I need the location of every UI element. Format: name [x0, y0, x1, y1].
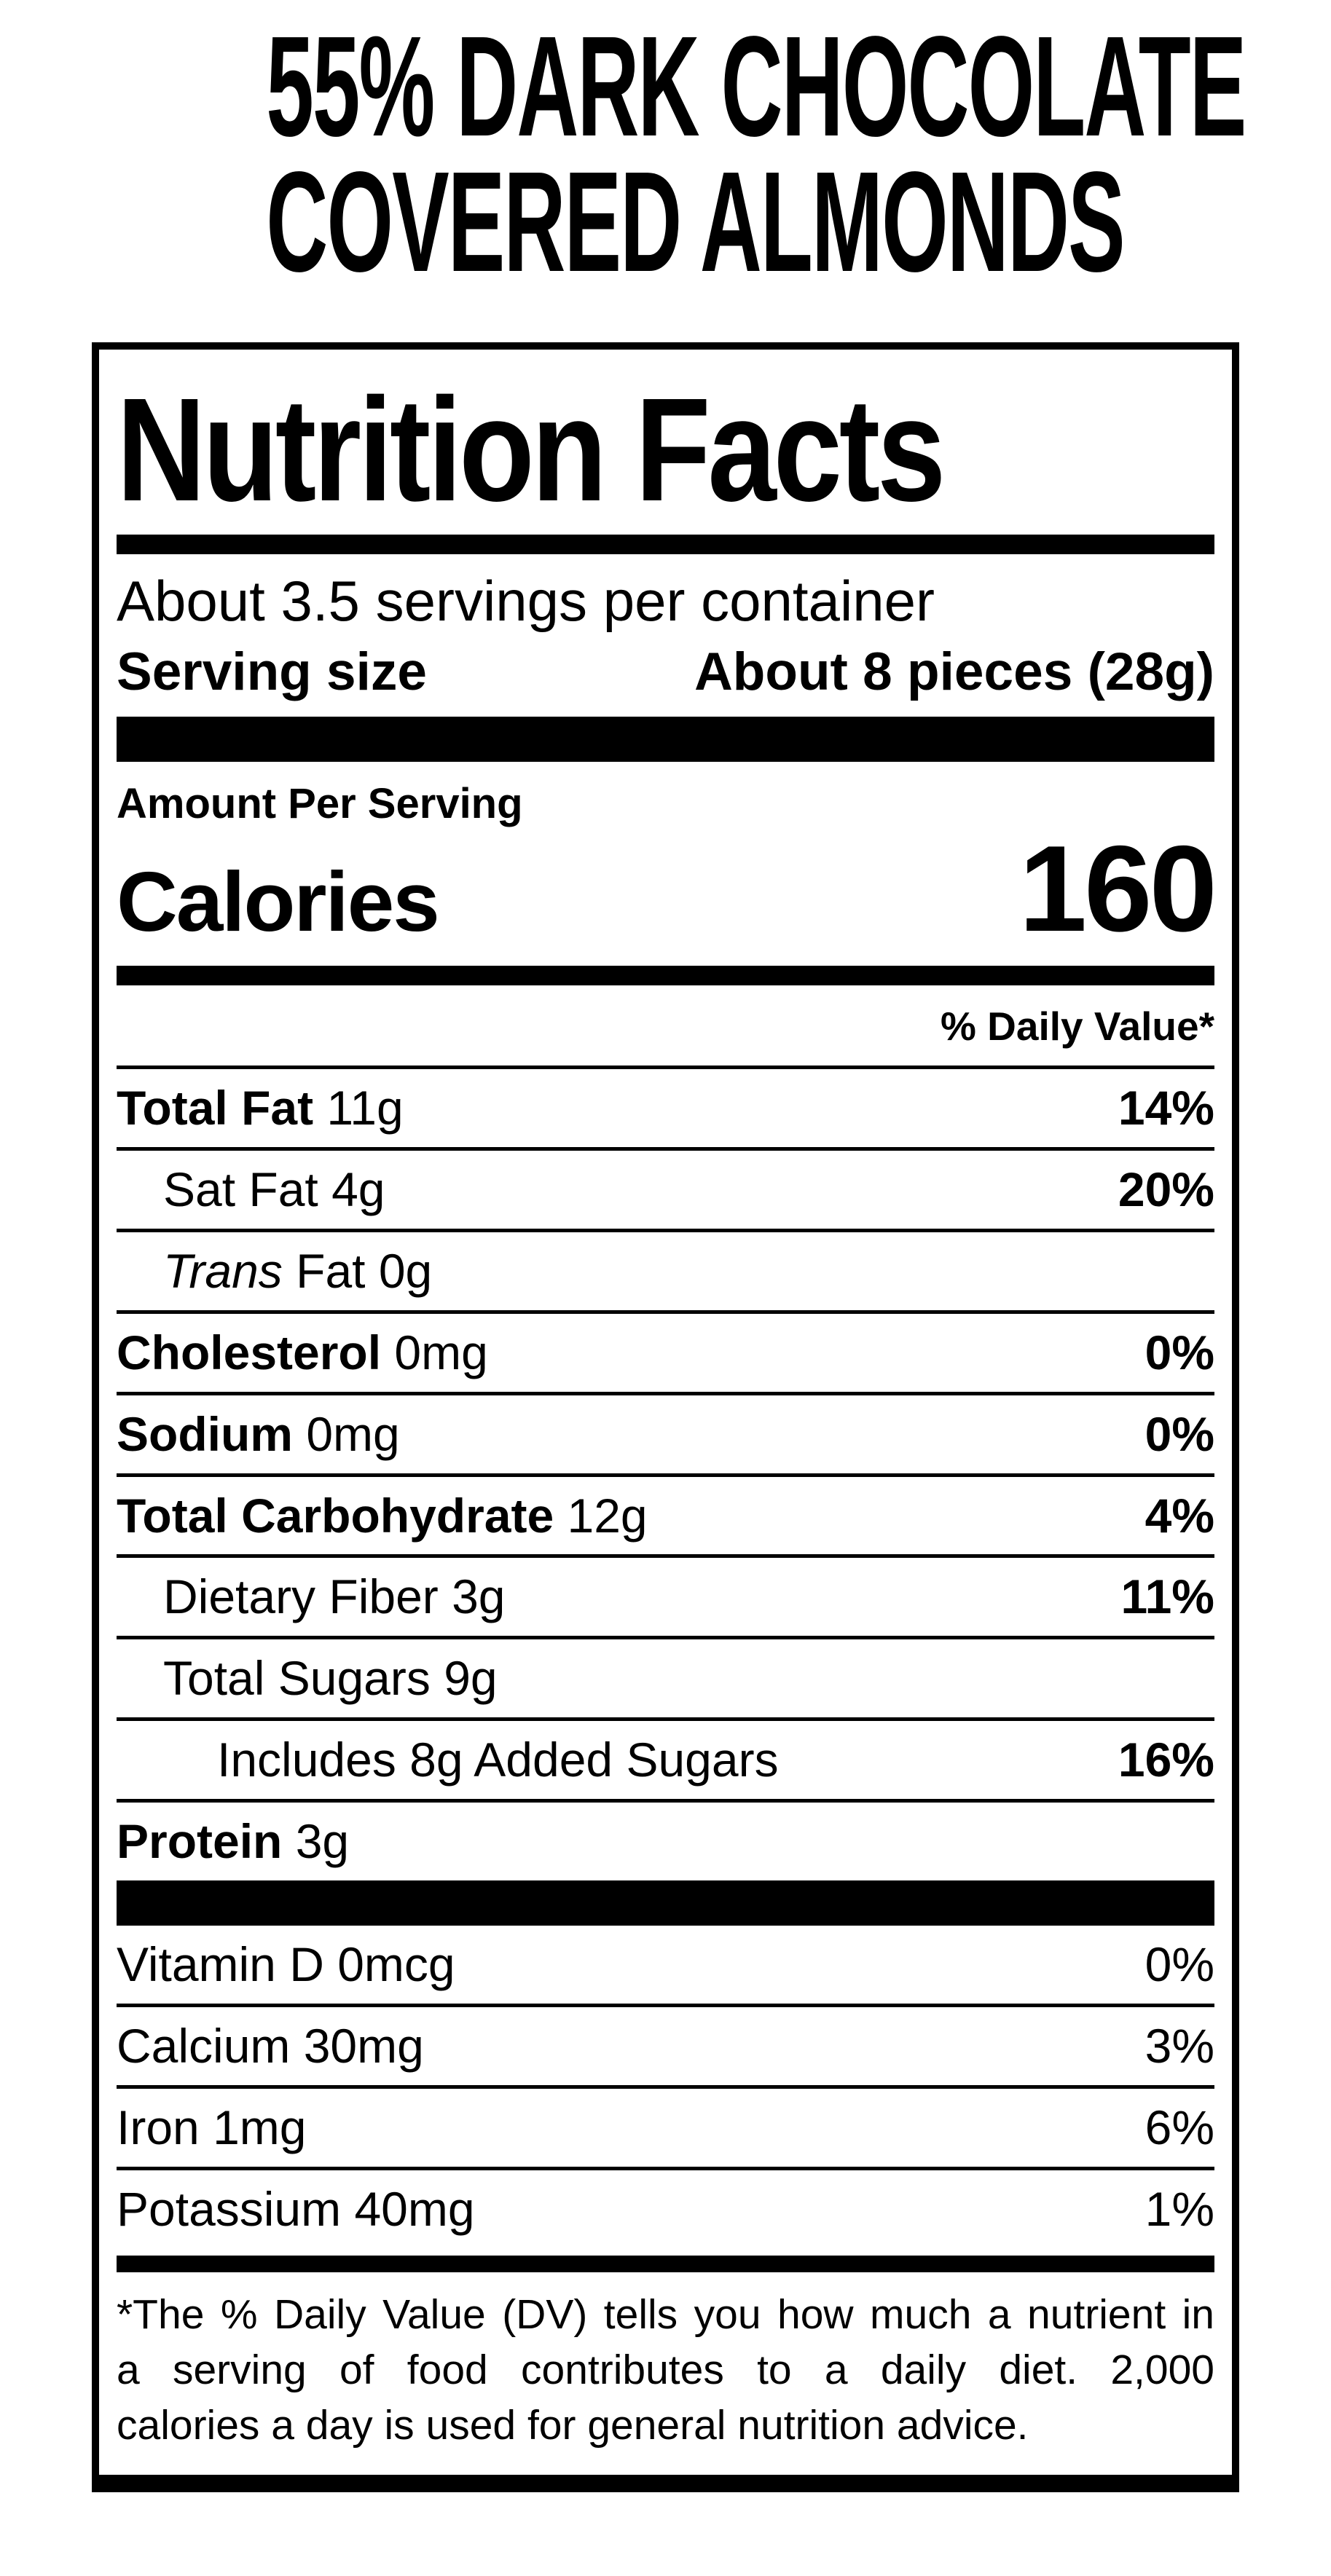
nutrition-facts-panel: Nutrition Facts About 3.5 servings per c…	[92, 342, 1239, 2492]
calories-label: Calories	[117, 854, 440, 950]
servings-per-container: About 3.5 servings per container	[117, 569, 935, 633]
nutrient-amount: 12g	[554, 1488, 648, 1543]
nutrient-name: Sodium 0mg	[117, 1406, 400, 1462]
nutrient-amount: 11g	[313, 1081, 404, 1135]
vitamin-name: Potassium 40mg	[117, 2181, 475, 2236]
serving-size-value: About 8 pieces (28g)	[694, 642, 1214, 702]
nutrient-dv: 0%	[1144, 1406, 1214, 1461]
calories-row: Calories 160	[117, 820, 1217, 960]
vitamin-dv: 6%	[1144, 2100, 1214, 2154]
serving-size-label: Serving size	[117, 642, 428, 702]
nutrition-facts-heading-text: Nutrition Facts	[117, 367, 946, 532]
serving-size-row: Serving size About 8 pieces (28g)	[117, 633, 1214, 717]
nutrient-amount: 3g	[282, 1814, 350, 1869]
nutrient-row-trans-fat: Trans Fat 0g	[117, 1232, 1214, 1314]
nutrient-amount: 0mg	[293, 1406, 400, 1461]
nutrient-name-bold: Total Carbohydrate	[117, 1488, 554, 1543]
nutrient-amount: Fat 0g	[282, 1243, 433, 1298]
nutrient-name: Total Fat 11g	[117, 1081, 404, 1135]
thick-divider-bar-top	[117, 717, 1214, 763]
nutrient-name: Total Carbohydrate 12g	[117, 1489, 648, 1543]
footer-divider-bar	[117, 2255, 1214, 2272]
medium-divider-bar	[117, 966, 1214, 986]
nutrient-row-sat-fat: Sat Fat 4g 20%	[117, 1151, 1214, 1232]
vitamin-dv: 3%	[1144, 2019, 1214, 2073]
nutrient-dv: 0%	[1144, 1325, 1214, 1379]
vitamin-row-iron: Iron 1mg 6%	[117, 2089, 1214, 2170]
nutrient-dv: 4%	[1144, 1488, 1214, 1543]
footnote-line-1: *The % Daily Value (DV) tells you how mu…	[117, 2291, 1214, 2338]
vitamin-name: Iron 1mg	[117, 2100, 307, 2154]
vitamin-name: Calcium 30mg	[117, 2019, 424, 2073]
daily-value-footnote: *The % Daily Value (DV) tells you how mu…	[117, 2272, 1214, 2453]
footnote-line-3: calories a day is used for general nutri…	[117, 2401, 1029, 2449]
nutrient-name-bold: Sodium	[117, 1406, 293, 1461]
heading-divider-bar	[117, 535, 1214, 554]
footnote-line-2: a serving of food contributes to a daily…	[117, 2346, 1214, 2393]
nutrient-row-protein: Protein 3g	[117, 1803, 1214, 1880]
nutrient-name-italic: Trans	[163, 1243, 283, 1298]
nutrient-dv: 16%	[1118, 1733, 1214, 1787]
nutrient-name: Includes 8g Added Sugars	[217, 1733, 779, 1787]
nutrient-name-bold: Protein	[117, 1814, 283, 1869]
nutrient-name: Dietary Fiber 3g	[163, 1569, 506, 1624]
nutrient-amount: 0mg	[381, 1325, 488, 1379]
nutrient-dv: 11%	[1120, 1569, 1214, 1624]
product-title: 55% DARK CHOCOLATE COVERED ALMONDS	[0, 0, 1331, 302]
vitamin-name: Vitamin D 0mcg	[117, 1937, 455, 1992]
nutrient-row-dietary-fiber: Dietary Fiber 3g 11%	[117, 1558, 1214, 1640]
nutrient-dv: 20%	[1118, 1162, 1214, 1216]
nutrient-row-total-sugars: Total Sugars 9g	[117, 1639, 1214, 1722]
vitamin-row-potassium: Potassium 40mg 1%	[117, 2170, 1214, 2248]
daily-value-header: % Daily Value*	[117, 985, 1214, 1070]
nutrient-name: Cholesterol 0mg	[117, 1326, 488, 1380]
nutrient-name: Total Sugars 9g	[163, 1651, 498, 1706]
vitamin-row-vitamin-d: Vitamin D 0mcg 0%	[117, 1926, 1214, 2007]
nutrient-dv: 14%	[1118, 1081, 1214, 1135]
nutrient-row-total-carbohydrate: Total Carbohydrate 12g 4%	[117, 1477, 1214, 1559]
amount-per-serving-label: Amount Per Serving	[117, 780, 523, 828]
calories-value: 160	[1018, 820, 1217, 958]
nutrient-name-bold: Total Fat	[117, 1081, 314, 1135]
nutrient-row-total-fat: Total Fat 11g 14%	[117, 1069, 1214, 1151]
nutrient-name: Protein 3g	[117, 1814, 350, 1869]
product-title-line-2: COVERED ALMONDS	[266, 142, 1125, 302]
product-title-line-1: 55% DARK CHOCOLATE	[266, 7, 1246, 166]
nutrition-facts-heading: Nutrition Facts	[117, 366, 1214, 523]
thick-divider-bar-bottom	[117, 1880, 1214, 1926]
vitamin-dv: 1%	[1144, 2181, 1214, 2236]
nutrient-name-bold: Cholesterol	[117, 1325, 382, 1379]
vitamin-row-calcium: Calcium 30mg 3%	[117, 2007, 1214, 2089]
nutrient-row-cholesterol: Cholesterol 0mg 0%	[117, 1314, 1214, 1395]
nutrient-name: Trans Fat 0g	[117, 1243, 433, 1299]
nutrient-name: Sat Fat 4g	[163, 1162, 385, 1216]
vitamin-dv: 0%	[1144, 1937, 1214, 1992]
nutrient-row-sodium: Sodium 0mg 0%	[117, 1395, 1214, 1477]
nutrient-row-added-sugars: Includes 8g Added Sugars 16%	[117, 1721, 1214, 1803]
